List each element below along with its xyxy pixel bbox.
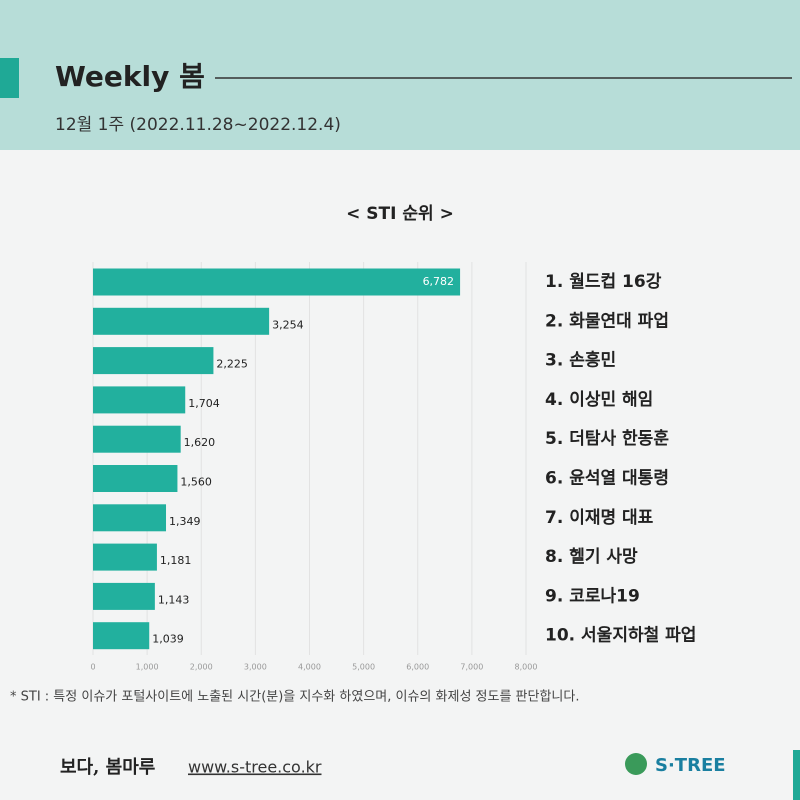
footnote: * STI : 특정 이슈가 포털사이트에 노출된 시간(분)을 지수화 하였으… bbox=[10, 690, 579, 705]
title-accent bbox=[0, 58, 19, 98]
bar bbox=[93, 307, 270, 335]
bar bbox=[93, 425, 181, 453]
bar bbox=[93, 465, 178, 492]
bar bbox=[93, 386, 186, 414]
bar bbox=[93, 504, 167, 532]
logo-icon bbox=[625, 753, 647, 775]
value-label: 1,039 bbox=[152, 633, 184, 646]
value-label: 2,225 bbox=[216, 358, 248, 371]
value-label: 3,254 bbox=[272, 318, 304, 331]
page-title: Weekly 봄 bbox=[55, 60, 205, 93]
value-label: 1,181 bbox=[160, 554, 192, 567]
chart-title: < STI 순위 > bbox=[346, 204, 454, 224]
url[interactable]: www.s-tree.co.kr bbox=[188, 758, 322, 777]
category-label: 3. 손흥민 bbox=[545, 350, 616, 371]
bar bbox=[93, 582, 155, 610]
bar bbox=[93, 347, 214, 375]
category-label: 2. 화물연대 파업 bbox=[545, 311, 669, 331]
x-tick-label: 7,000 bbox=[460, 663, 483, 672]
subtitle: 12월 1주 (2022.11.28~2022.12.4) bbox=[55, 115, 341, 135]
x-tick-label: 0 bbox=[90, 663, 95, 672]
category-label: 6. 윤석열 대통령 bbox=[545, 468, 669, 489]
bar bbox=[93, 543, 157, 571]
category-label: 1. 월드컵 16강 bbox=[545, 271, 662, 292]
corner-accent bbox=[793, 750, 800, 800]
value-label: 1,704 bbox=[188, 397, 220, 410]
x-tick-label: 6,000 bbox=[406, 663, 429, 672]
category-label: 10. 서울지하철 파업 bbox=[545, 626, 696, 646]
value-label: 1,349 bbox=[169, 515, 201, 528]
brand: 보다, 봄마루 bbox=[60, 757, 155, 778]
category-label: 4. 이상민 해임 bbox=[545, 389, 653, 410]
x-tick-label: 4,000 bbox=[298, 663, 321, 672]
category-label: 8. 헬기 사망 bbox=[545, 547, 638, 567]
x-tick-label: 2,000 bbox=[190, 663, 213, 672]
value-label: 1,143 bbox=[158, 593, 190, 606]
value-label: 6,782 bbox=[423, 275, 455, 288]
logo: S·TREE bbox=[655, 755, 726, 776]
x-tick-label: 1,000 bbox=[136, 663, 159, 672]
x-tick-label: 3,000 bbox=[244, 663, 267, 672]
plot: 0 1,000 2,000 3,000 4,000 5,000 6,000 7,000 8,00… bbox=[90, 262, 696, 672]
category-label: 5. 더탐사 한동훈 bbox=[545, 428, 669, 449]
value-label: 1,620 bbox=[184, 436, 216, 449]
bar bbox=[93, 622, 150, 650]
category-label: 9. 코로나19 bbox=[545, 586, 640, 606]
bar bbox=[93, 268, 461, 296]
header-band bbox=[0, 0, 800, 150]
category-label: 7. 이재명 대표 bbox=[545, 508, 654, 528]
x-tick-label: 8,000 bbox=[515, 663, 538, 672]
value-label: 1,560 bbox=[180, 476, 212, 489]
x-tick-label: 5,000 bbox=[352, 663, 375, 672]
